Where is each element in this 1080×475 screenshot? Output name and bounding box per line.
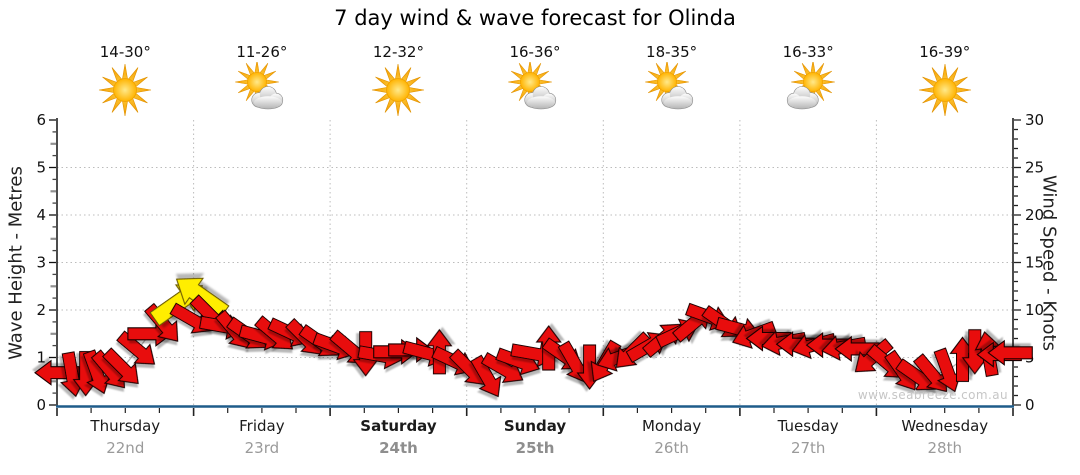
temperature-range: 16-36° [509, 43, 561, 61]
wind-arrow [987, 339, 1033, 366]
sunny-icon [99, 63, 152, 117]
day-label-saturday: Saturday 24th [330, 417, 467, 457]
day-name: Tuesday [777, 417, 839, 435]
left-axis-tick-label: 0 [36, 396, 46, 414]
day-icon-cell [194, 60, 331, 120]
day-date: 23rd [244, 439, 280, 457]
day-label-sunday: Sunday 25th [467, 417, 604, 457]
right-axis-tick-label: 10 [1025, 301, 1044, 319]
day-date: 25th [515, 439, 555, 457]
day-label-friday: Friday 23rd [194, 417, 331, 457]
day-icon-cell [330, 62, 467, 120]
watermark: www.seabreeze.com.au [857, 388, 1008, 402]
temperature-range: 18-35° [646, 43, 698, 61]
day-date: 22nd [106, 439, 145, 457]
day-name: Monday [641, 417, 702, 435]
day-label-monday: Monday 26th [603, 417, 740, 457]
temperature-range: 14-30° [99, 43, 151, 61]
day-icon-cell [740, 60, 877, 120]
right-axis-tick-label: 25 [1025, 159, 1044, 177]
day-name: Thursday [90, 417, 161, 435]
temperature-range: 16-39° [919, 43, 971, 61]
partly-cloudy-icon [508, 60, 557, 110]
wind-arrow [116, 330, 156, 365]
day-date: 28th [927, 439, 962, 457]
right-axis-tick-label: 20 [1025, 206, 1044, 224]
left-axis-tick-label: 6 [36, 111, 46, 129]
partly-cloudy-left-icon [787, 60, 836, 110]
left-axis-tick-label: 2 [36, 301, 46, 319]
day-label-thursday: Thursday 22nd [57, 417, 194, 457]
day-icon-cell [603, 60, 740, 120]
temperature-row: 14-30° 11-26° 12-32° 16-36° 18-35° 16-33° 16-3… [57, 42, 1013, 61]
temperature-range: 12-32° [372, 43, 424, 61]
day-label-tuesday: Tuesday 27th [740, 417, 877, 457]
weather-icons-row [57, 60, 1013, 120]
temperature-range: 11-26° [236, 43, 288, 61]
wind-arrow [912, 353, 948, 393]
day-name: Wednesday [901, 417, 989, 435]
left-axis-tick-label: 1 [36, 349, 46, 367]
day-icon-cell [57, 62, 194, 120]
sunny-icon [372, 63, 425, 117]
day-icon-cell [467, 60, 604, 120]
right-axis-tick-label: 0 [1025, 396, 1035, 414]
sunny-icon [918, 63, 971, 117]
day-name: Sunday [503, 417, 567, 435]
page-title: 7 day wind & wave forecast for Olinda [334, 6, 736, 30]
left-axis-tick-label: 4 [36, 206, 46, 224]
day-labels-row: Thursday 22nd Friday 23rd Saturday 24th Sun… [57, 417, 1013, 457]
day-date: 27th [790, 439, 826, 457]
left-axis-tick-label: 5 [36, 159, 46, 177]
day-name: Saturday [360, 417, 437, 435]
right-axis-tick-label: 15 [1025, 254, 1044, 272]
wind-arrow [82, 349, 111, 395]
left-axis-tick-label: 3 [36, 254, 46, 272]
partly-cloudy-icon [644, 60, 693, 110]
temperature-range: 16-33° [782, 43, 834, 61]
day-label-wednesday: Wednesday 28th [876, 417, 1013, 457]
day-date: 24th [379, 439, 418, 457]
wind-arrow [470, 354, 502, 398]
partly-cloudy-icon [234, 60, 283, 110]
day-icon-cell [876, 62, 1013, 120]
day-name: Friday [239, 417, 285, 435]
day-date: 26th [654, 439, 689, 457]
wind-arrow [102, 347, 139, 385]
right-axis-tick-label: 30 [1025, 111, 1044, 129]
